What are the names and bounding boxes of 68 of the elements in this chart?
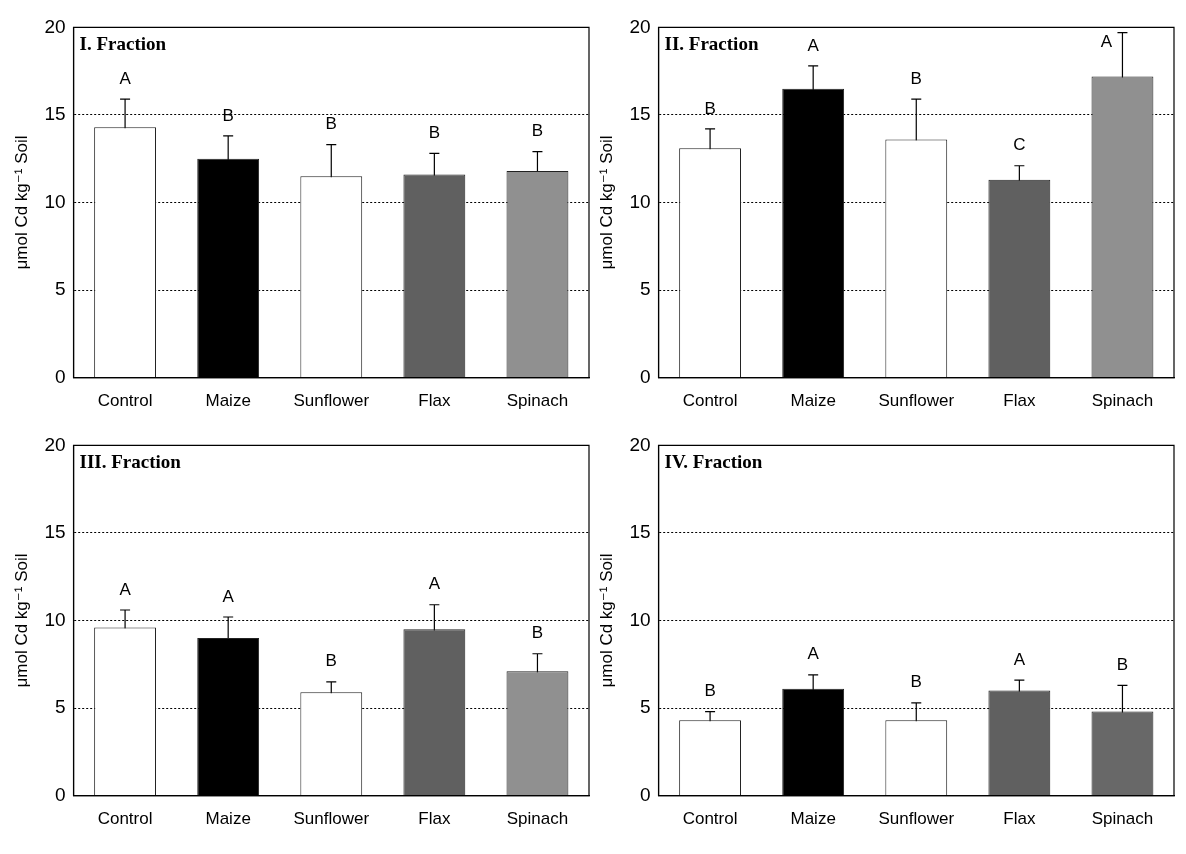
annotation: B bbox=[325, 651, 337, 671]
y-tick-label: 0 bbox=[54, 783, 66, 805]
x-tick-label: Spinach bbox=[1091, 809, 1154, 829]
x-tick-label: Control bbox=[682, 391, 738, 411]
x-tick-label: Maize bbox=[205, 391, 251, 411]
y-tick-label: 0 bbox=[639, 365, 651, 387]
x-tick-label: Spinach bbox=[506, 391, 569, 411]
annotation: B bbox=[704, 681, 716, 701]
annotation: B bbox=[1116, 654, 1129, 674]
y-tick-label: 10 bbox=[629, 608, 651, 630]
annotation: A bbox=[119, 68, 132, 88]
x-tick-label: Flax bbox=[1003, 809, 1036, 829]
y-axis-title: μmol Cd kg⁻¹ Soil bbox=[11, 135, 31, 270]
y-tick-label: 15 bbox=[44, 521, 66, 543]
y-tick-label: 15 bbox=[629, 521, 651, 543]
y-axis-title: μmol Cd kg⁻¹ Soil bbox=[596, 553, 616, 688]
x-tick-label: Flax bbox=[418, 809, 451, 829]
x-tick-label: Control bbox=[97, 391, 153, 411]
y-tick-label: 10 bbox=[629, 190, 651, 212]
annotation: B bbox=[704, 98, 716, 118]
y-axis-title: μmol Cd kg⁻¹ Soil bbox=[11, 553, 31, 688]
annotation: B bbox=[428, 123, 441, 143]
x-tick-label: Spinach bbox=[1091, 391, 1154, 411]
annotation: B bbox=[222, 105, 234, 125]
y-tick-label: 5 bbox=[639, 696, 651, 718]
annotation: A bbox=[1100, 32, 1113, 52]
y-tick-label: 15 bbox=[629, 103, 651, 125]
y-tick-label: 20 bbox=[44, 433, 66, 455]
annotation: A bbox=[807, 35, 820, 55]
y-tick-label: 10 bbox=[44, 608, 66, 630]
y-tick-label: 20 bbox=[44, 15, 66, 37]
annotation: A bbox=[807, 644, 820, 664]
chart-title: II. Fraction bbox=[664, 32, 759, 54]
x-tick-label: Maize bbox=[205, 809, 251, 829]
y-tick-label: 5 bbox=[54, 696, 66, 718]
chart-title: I. Fraction bbox=[79, 32, 167, 54]
y-tick-label: 15 bbox=[44, 103, 66, 125]
chart-title: IV. Fraction bbox=[664, 450, 763, 472]
x-tick-label: Sunflower bbox=[878, 391, 955, 411]
y-axis-title: μmol Cd kg⁻¹ Soil bbox=[596, 135, 616, 270]
y-tick-label: 0 bbox=[54, 365, 66, 387]
x-tick-label: Maize bbox=[790, 391, 836, 411]
annotation: A bbox=[1013, 649, 1026, 669]
annotation: B bbox=[910, 672, 922, 692]
y-tick-label: 20 bbox=[629, 433, 651, 455]
annotation: B bbox=[531, 623, 544, 643]
annotation: A bbox=[428, 574, 441, 594]
x-tick-label: Control bbox=[97, 809, 153, 829]
x-tick-label: Spinach bbox=[506, 809, 569, 829]
y-tick-label: 5 bbox=[54, 278, 66, 300]
x-tick-label: Control bbox=[682, 809, 738, 829]
x-tick-label: Maize bbox=[790, 809, 836, 829]
y-tick-label: 5 bbox=[639, 278, 651, 300]
annotation: B bbox=[325, 114, 337, 134]
x-tick-label: Sunflower bbox=[293, 391, 370, 411]
x-tick-label: Sunflower bbox=[293, 809, 370, 829]
y-tick-label: 10 bbox=[44, 190, 66, 212]
x-tick-label: Flax bbox=[418, 391, 451, 411]
chart-title: III. Fraction bbox=[79, 450, 182, 472]
x-tick-label: Flax bbox=[1003, 391, 1036, 411]
annotation: B bbox=[531, 121, 544, 141]
annotation: C bbox=[1013, 135, 1026, 155]
annotation: B bbox=[910, 68, 922, 88]
annotation: A bbox=[222, 586, 235, 606]
annotation: A bbox=[119, 579, 132, 599]
y-tick-label: 20 bbox=[629, 15, 651, 37]
x-tick-label: Sunflower bbox=[878, 809, 955, 829]
y-tick-label: 0 bbox=[639, 783, 651, 805]
